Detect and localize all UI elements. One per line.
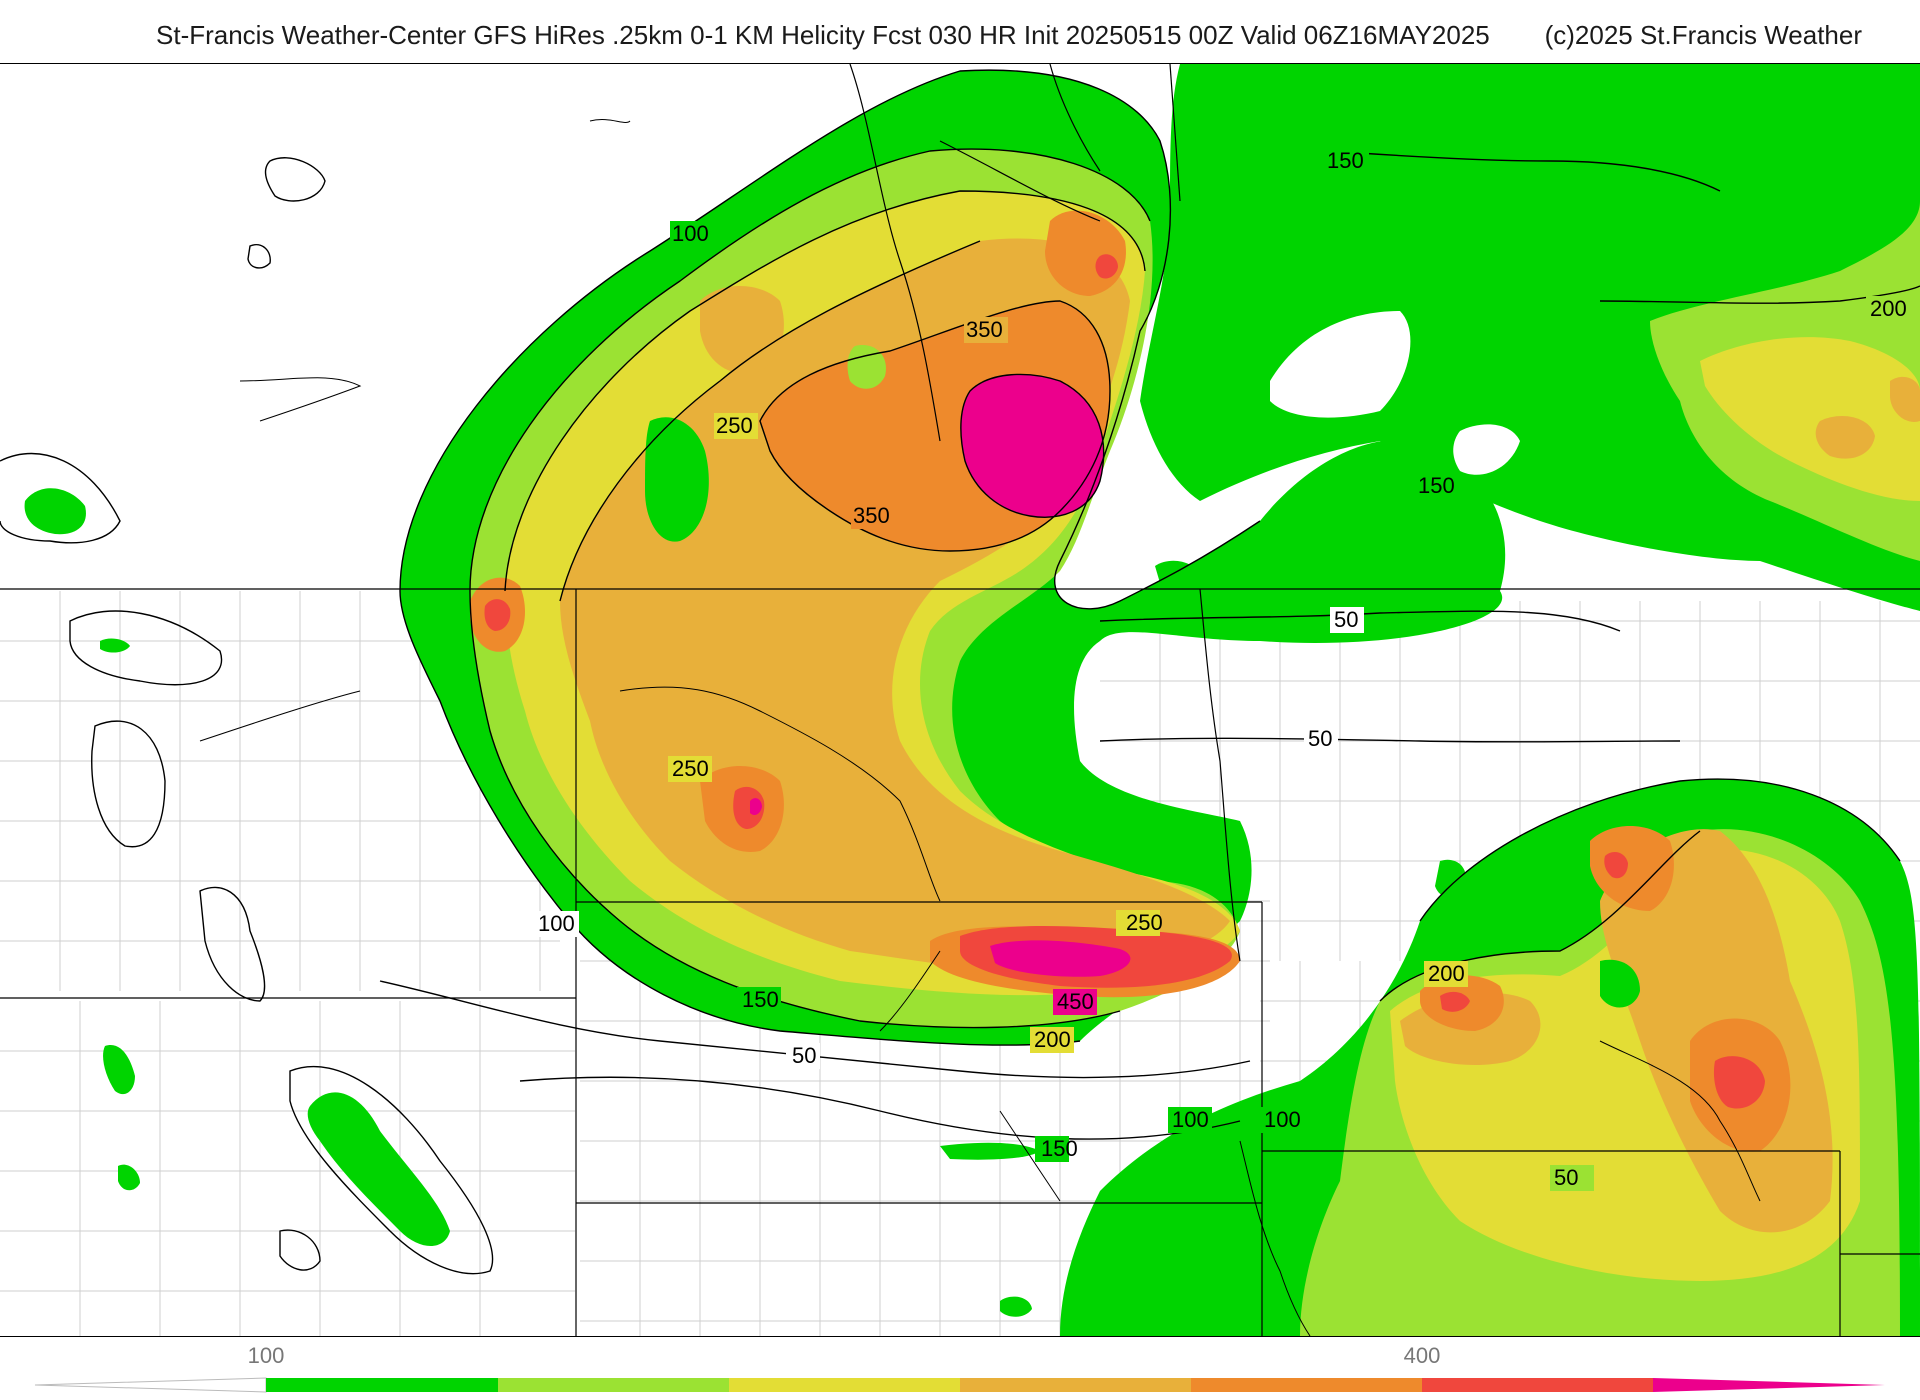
helicity-region-northwest — [400, 70, 1506, 1046]
contour-label: 200 — [1034, 1027, 1071, 1052]
color-legend: 100 400 — [0, 1335, 1920, 1400]
helicity-region-southeast — [1060, 779, 1920, 1336]
rivers — [199, 119, 1761, 1336]
copyright-notice: (c)2025 St.Francis Weather — [1544, 20, 1862, 50]
contour-label: 200 — [1428, 961, 1465, 986]
legend-swatch-400 — [1653, 1378, 1885, 1392]
helicity-scattered-cells — [24, 488, 1466, 1317]
legend-swatch-250 — [960, 1378, 1191, 1392]
legend-swatch-200 — [729, 1378, 960, 1392]
contour-label: 450 — [1057, 989, 1094, 1014]
map-header: St-Francis Weather-Center GFS HiRes .25k… — [0, 0, 1920, 62]
contour-label: 250 — [716, 413, 753, 438]
legend-swatch-350 — [1422, 1378, 1653, 1392]
legend-colorbar — [34, 1377, 1885, 1393]
helicity-map: 100 250 350 350 150 150 50 50 200 250 25… — [0, 63, 1920, 1337]
contour-label: 150 — [1327, 148, 1364, 173]
map-title: St-Francis Weather-Center GFS HiRes .25k… — [156, 20, 1490, 50]
contour-label: 50 — [1334, 607, 1358, 632]
contour-label: 100 — [672, 221, 709, 246]
contour-label: 350 — [966, 317, 1003, 342]
contour-label: 100 — [1172, 1107, 1209, 1132]
contour-label: 50 — [1554, 1165, 1578, 1190]
contour-label: 350 — [853, 503, 890, 528]
helicity-region-northeast — [1140, 64, 1920, 611]
contour-label: 50 — [1308, 726, 1332, 751]
contour-label: 250 — [672, 756, 709, 781]
contour-label: 150 — [1418, 473, 1455, 498]
contour-labels: 100 250 350 350 150 150 50 50 200 250 25… — [535, 148, 1910, 1191]
contour-label: 100 — [538, 911, 575, 936]
legend-swatch-150 — [498, 1378, 729, 1392]
helicity-contours — [0, 69, 1920, 1275]
contour-label: 50 — [792, 1043, 816, 1068]
legend-tick-label: 100 — [247, 1343, 285, 1368]
legend-swatch-100 — [266, 1378, 498, 1392]
contour-label: 250 — [1126, 910, 1163, 935]
contour-label: 150 — [742, 987, 779, 1012]
legend-tick-label: 400 — [1403, 1343, 1441, 1368]
contour-label: 100 — [1264, 1107, 1301, 1132]
contour-label: 150 — [1041, 1136, 1078, 1161]
contour-label: 200 — [1870, 296, 1907, 321]
legend-swatch-300 — [1191, 1378, 1422, 1392]
